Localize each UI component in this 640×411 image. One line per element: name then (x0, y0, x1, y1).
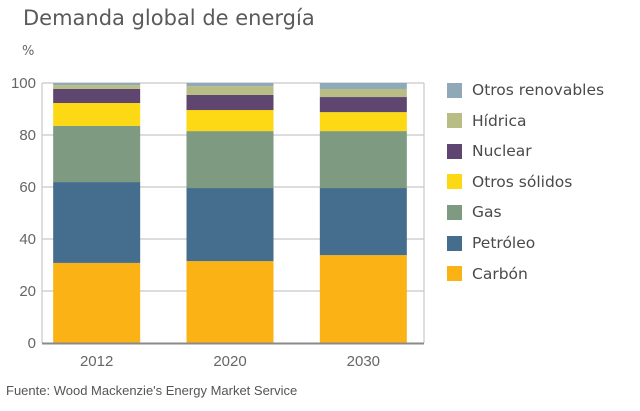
bar-segment-otros-sólidos-2012 (53, 103, 141, 126)
y-tick-labels: 0 20 40 60 80 100 (11, 75, 36, 352)
y-tick-label: 0 (28, 335, 36, 352)
legend-swatch (447, 235, 462, 251)
bar-segment-hídrica-2020 (186, 86, 274, 95)
bar-segment-nuclear-2020 (186, 94, 274, 111)
legend-label: Nuclear (472, 142, 532, 161)
legend-swatch (447, 266, 462, 282)
chart-title: Demanda global de energía (23, 6, 315, 30)
bar-segment-carbón-2012 (53, 262, 141, 343)
y-tick-label: 100 (11, 75, 36, 92)
legend-swatch (447, 143, 462, 159)
legend-swatch (447, 82, 462, 98)
bar-segment-hídrica-2030 (319, 88, 407, 98)
legend-item: Nuclear (447, 141, 532, 161)
y-tick-label: 60 (19, 179, 36, 196)
source-note: Fuente: Wood Mackenzie's Energy Market S… (6, 383, 298, 398)
bar-segment-petróleo-2012 (53, 182, 141, 263)
legend-swatch (447, 174, 462, 190)
legend-swatch (447, 113, 462, 129)
bar-segment-gas-2012 (53, 125, 141, 183)
bar-segment-otros-renovables-2030 (319, 83, 407, 89)
bar-segment-otros-sólidos-2020 (186, 110, 274, 132)
legend-label: Carbón (472, 264, 528, 283)
bar-segment-nuclear-2030 (319, 97, 407, 113)
x-tick-label: 2020 (213, 353, 246, 370)
bar-segment-carbón-2030 (319, 255, 407, 343)
bar-segment-nuclear-2012 (53, 88, 141, 104)
axes (41, 83, 425, 345)
bar-segment-otros-renovables-2020 (186, 83, 274, 87)
legend-label: Gas (472, 203, 502, 222)
bar-segment-otros-sólidos-2030 (319, 112, 407, 132)
bars (53, 83, 407, 343)
bar-segment-gas-2030 (319, 131, 407, 189)
legend-item: Otros sólidos (447, 172, 572, 192)
legend-label: Hídrica (472, 111, 527, 130)
legend-item: Otros renovables (447, 80, 604, 100)
y-tick-label: 40 (19, 231, 36, 248)
legend-label: Petróleo (472, 234, 536, 252)
legend-item: Carbón (447, 264, 528, 284)
bar-segment-petróleo-2030 (319, 188, 407, 256)
bar-segment-gas-2020 (186, 131, 274, 189)
bar-segment-hídrica-2012 (53, 85, 141, 89)
legend-label: Otros sólidos (472, 172, 573, 191)
bar-segment-otros-renovables-2012 (53, 83, 141, 86)
y-axis-unit-label: % (22, 44, 35, 59)
legend-item: Gas (447, 202, 502, 222)
bar-segment-petróleo-2020 (186, 188, 274, 262)
y-tick-label: 20 (19, 283, 36, 300)
y-tick-label: 80 (19, 127, 36, 144)
x-tick-labels: 2012 2020 2030 (80, 353, 380, 370)
legend-label: Otros renovables (472, 81, 605, 99)
x-tick-label: 2012 (80, 353, 113, 370)
legend-item: Hídrica (447, 111, 527, 131)
bar-segment-carbón-2020 (186, 261, 274, 343)
legend-item: Petróleo (447, 233, 535, 253)
legend-swatch (447, 204, 462, 220)
x-tick-label: 2030 (347, 353, 380, 370)
